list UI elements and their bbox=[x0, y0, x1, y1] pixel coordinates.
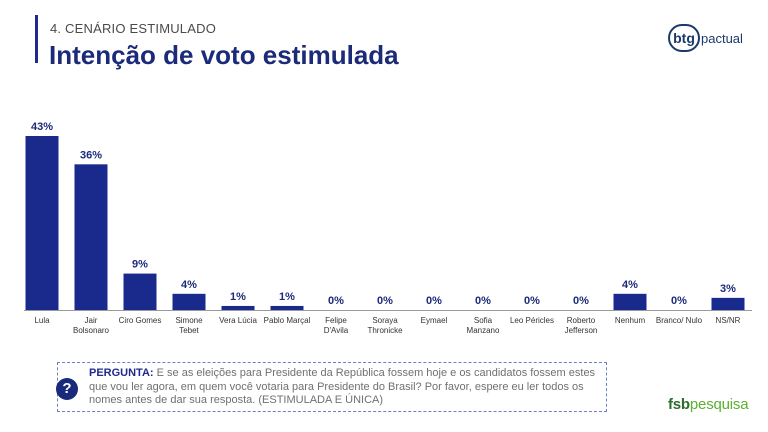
category-label: Eymael bbox=[421, 316, 448, 325]
category-label: Jair bbox=[85, 316, 98, 325]
bar bbox=[123, 273, 157, 310]
btg-pactual-logo: btg pactual bbox=[668, 24, 743, 52]
bar bbox=[74, 164, 108, 310]
data-label: 1% bbox=[279, 291, 295, 303]
category-label: Leo Péricles bbox=[510, 316, 554, 325]
bar bbox=[25, 136, 59, 310]
category-label: Ciro Gomes bbox=[119, 316, 162, 325]
data-label: 0% bbox=[377, 295, 393, 307]
category-label: Branco/ Nulo bbox=[656, 316, 703, 325]
category-label: Jefferson bbox=[565, 326, 598, 335]
question-body: E se as eleições para Presidente da Repú… bbox=[89, 367, 596, 406]
data-label: 3% bbox=[720, 283, 736, 295]
bar bbox=[172, 293, 206, 310]
title-accent-bar bbox=[35, 15, 38, 63]
question-text: PERGUNTA: E se as eleições para Presiden… bbox=[89, 367, 601, 408]
section-label: 4. CENÁRIO ESTIMULADO bbox=[50, 21, 217, 36]
category-label: Soraya bbox=[372, 316, 398, 325]
fsb-logo-part2: pesquisa bbox=[689, 396, 749, 413]
data-label: 0% bbox=[328, 295, 344, 307]
category-label: Vera Lúcia bbox=[219, 316, 257, 325]
question-label: PERGUNTA: bbox=[89, 367, 154, 379]
data-label: 0% bbox=[573, 295, 589, 307]
category-label: Thronicke bbox=[367, 326, 403, 335]
category-label: Bolsonaro bbox=[73, 326, 110, 335]
category-label: Sofia bbox=[474, 316, 493, 325]
data-label: 1% bbox=[230, 291, 246, 303]
fsb-logo-part1: fsb bbox=[668, 396, 690, 413]
bar bbox=[711, 297, 745, 310]
data-label: 0% bbox=[475, 295, 491, 307]
data-label: 0% bbox=[426, 295, 442, 307]
data-label: 43% bbox=[31, 121, 53, 133]
data-label: 4% bbox=[622, 279, 638, 291]
bar bbox=[270, 305, 304, 310]
bar bbox=[221, 305, 255, 310]
data-label: 0% bbox=[524, 295, 540, 307]
category-label: Roberto bbox=[567, 316, 596, 325]
fsb-pesquisa-logo: fsbpesquisa bbox=[668, 396, 749, 413]
data-label: 4% bbox=[181, 279, 197, 291]
category-label: Nenhum bbox=[615, 316, 646, 325]
category-label: Simone bbox=[175, 316, 203, 325]
bar bbox=[613, 293, 647, 310]
category-label: Lula bbox=[34, 316, 50, 325]
question-mark-icon: ? bbox=[56, 378, 78, 400]
page-title: Intenção de voto estimulada bbox=[49, 40, 399, 70]
category-label: Pablo Marçal bbox=[264, 316, 311, 325]
data-label: 9% bbox=[132, 259, 148, 271]
data-label: 0% bbox=[671, 295, 687, 307]
category-label: D'Avila bbox=[324, 326, 349, 335]
category-label: Manzano bbox=[467, 326, 500, 335]
category-label: Tebet bbox=[179, 326, 199, 335]
category-label: NS/NR bbox=[716, 316, 741, 325]
btg-logo-mark: btg bbox=[668, 24, 700, 52]
btg-logo-suffix: pactual bbox=[701, 30, 743, 46]
category-label: Felipe bbox=[325, 316, 347, 325]
data-label: 36% bbox=[80, 149, 102, 161]
